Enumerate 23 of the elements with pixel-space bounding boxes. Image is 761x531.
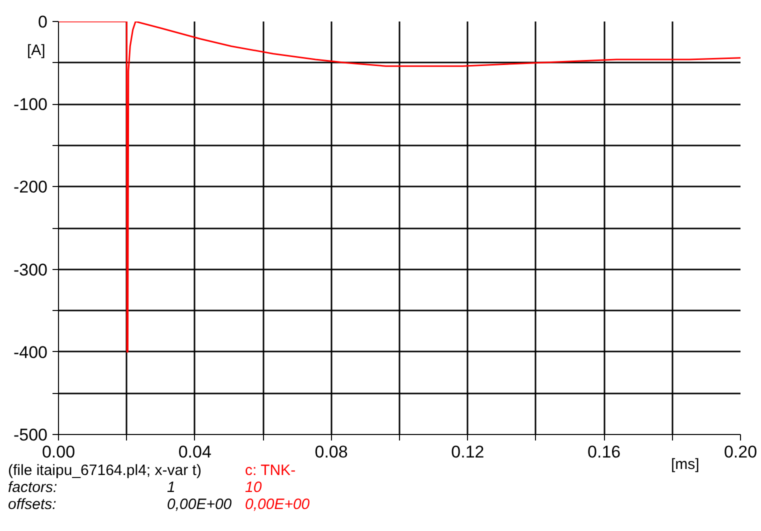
x-tick-label: 0.16 bbox=[588, 442, 621, 462]
x-tick-label: 0.08 bbox=[314, 442, 348, 462]
text: offsets: bbox=[8, 495, 56, 515]
y-tick-label: -200 bbox=[13, 178, 48, 197]
x-tick-label: 0.00 bbox=[42, 442, 76, 462]
text: factors: bbox=[8, 478, 58, 498]
y-axis-title: [A] bbox=[27, 41, 46, 61]
x-tick-label: 0.04 bbox=[178, 442, 212, 462]
text: 1 bbox=[167, 478, 176, 498]
line-series bbox=[58, 22, 740, 353]
text: 0,00E+00 bbox=[167, 495, 232, 515]
x-tick-label: 0.12 bbox=[451, 442, 484, 462]
x-tick-label: 0.20 bbox=[724, 442, 758, 462]
x-axis-title: [ms] bbox=[671, 455, 700, 475]
text: c: TNK- bbox=[245, 461, 296, 481]
text: 0,00E+00 bbox=[245, 495, 310, 515]
y-tick-label: -400 bbox=[13, 342, 48, 362]
y-tick-label: -100 bbox=[13, 95, 48, 114]
y-tick-label: -300 bbox=[13, 260, 48, 280]
text: 10 bbox=[245, 478, 262, 498]
y-tick-label: 0 bbox=[38, 12, 48, 32]
y-tick-label: -500 bbox=[13, 426, 48, 444]
text: (file itaipu_67164.pl4; x-var t) bbox=[8, 461, 202, 481]
